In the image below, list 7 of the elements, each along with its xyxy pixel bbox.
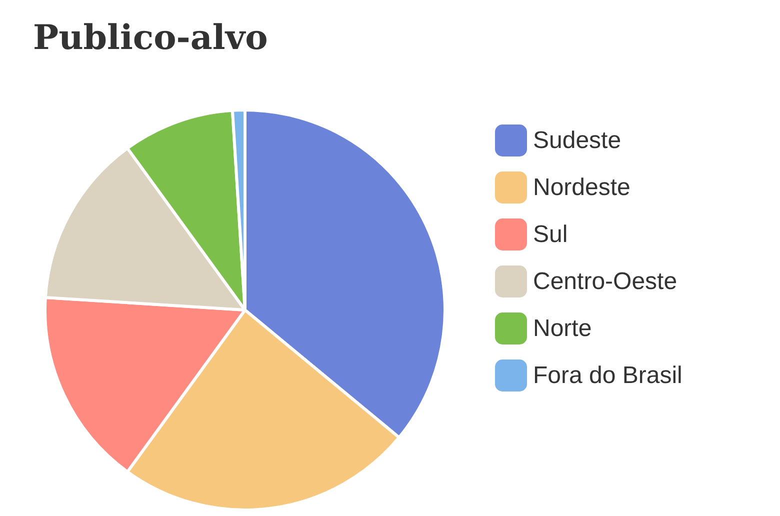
legend-label: Nordeste (533, 174, 630, 201)
legend-label: Centro-Oeste (533, 268, 678, 295)
legend-label: Sul (533, 221, 568, 248)
chart-title: Publico-alvo (33, 18, 268, 58)
legend-label: Fora do Brasil (533, 362, 682, 389)
legend-label: Norte (533, 315, 592, 342)
legend-label: Sudeste (533, 127, 622, 154)
